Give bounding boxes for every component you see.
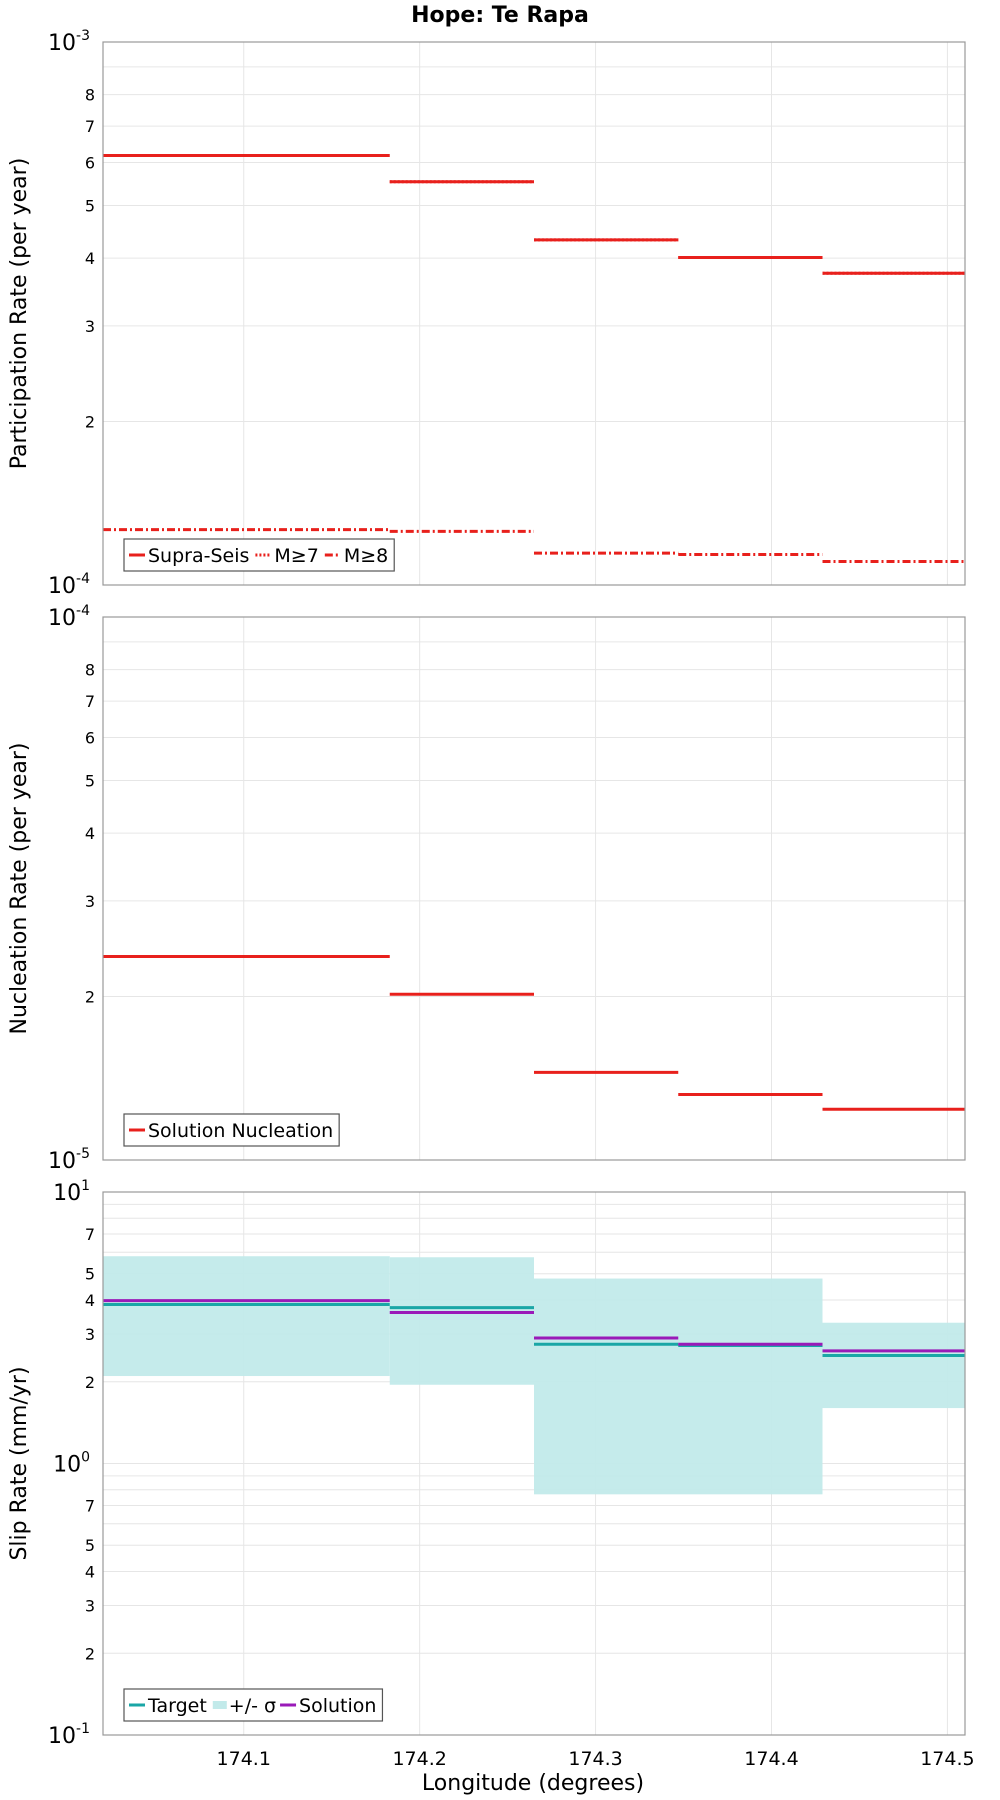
y-tick-label-minor: 5 [85, 196, 95, 215]
series-m-7 [103, 153, 965, 275]
y-axis-label: Participation Rate (per year) [7, 158, 32, 470]
y-tick-label-major: 10-1 [48, 1721, 90, 1749]
plot-frame [102, 1191, 966, 1736]
y-tick-label-minor: 3 [85, 1596, 95, 1615]
plot-area [103, 42, 965, 585]
legend-label: Supra-Seis [148, 545, 249, 567]
legend-label: Target [147, 1695, 207, 1717]
legend-label: M≥8 [344, 545, 388, 567]
y-tick-label-minor: 4 [85, 1291, 95, 1310]
tick-exponent: -4 [76, 603, 90, 619]
y-tick-label-minor: 2 [85, 413, 95, 432]
legend-label: Solution [299, 1695, 376, 1717]
series-m-8 [103, 528, 965, 563]
y-tick-label-major: 10-4 [48, 603, 90, 631]
legend-box [123, 538, 395, 572]
panels: Participation Rate (per year)10-410-3234… [7, 28, 975, 1770]
y-axis-label: Slip Rate (mm/yr) [7, 1366, 32, 1560]
x-tick-label: 174.1 [217, 1748, 271, 1770]
y-tick-label-minor: 2 [85, 988, 95, 1007]
tick-exponent: 0 [81, 1450, 90, 1466]
tick-exponent: -4 [76, 571, 90, 587]
y-tick-label-minor: 6 [85, 728, 95, 747]
x-tick-label: 174.4 [744, 1748, 798, 1770]
panel-3: Slip Rate (mm/yr)10-11001012345723457Tar… [7, 1178, 966, 1749]
legend-swatch-band [212, 1701, 227, 1709]
tick-base: 10 [48, 606, 76, 631]
legend-box [123, 1113, 340, 1147]
tick-base: 10 [53, 1181, 81, 1206]
y-tick-label-minor: 7 [85, 117, 95, 136]
chart-title: Hope: Te Rapa [411, 3, 589, 28]
y-tick-label-minor: 7 [85, 692, 95, 711]
y-tick-label-minor: 6 [85, 153, 95, 172]
legend-box [123, 1688, 384, 1722]
x-tick-label: 174.2 [392, 1748, 446, 1770]
y-tick-label-minor: 4 [85, 824, 95, 843]
y-tick-label-major: 10-4 [48, 571, 90, 599]
tick-exponent: -3 [76, 28, 90, 44]
tick-exponent: 1 [81, 1178, 90, 1194]
series-solution-nucleation [103, 955, 965, 1111]
y-tick-label-minor: 3 [85, 1325, 95, 1344]
y-tick-label-minor: 5 [85, 771, 95, 790]
tick-base: 10 [53, 1453, 81, 1478]
y-tick-label-major: 10-5 [48, 1146, 90, 1174]
legend: Solution Nucleation [123, 1113, 340, 1147]
x-tick-label: 174.5 [920, 1748, 974, 1770]
y-tick-label-major: 100 [53, 1450, 90, 1478]
y-tick-label-minor: 4 [85, 1563, 95, 1582]
tick-exponent: -1 [76, 1721, 90, 1737]
band-segment [822, 1322, 965, 1409]
y-tick-label-minor: 3 [85, 317, 95, 336]
x-axis-label: Longitude (degrees) [422, 1771, 644, 1796]
y-tick-label-minor: 2 [85, 1644, 95, 1663]
legend: Supra-Seis M≥7 M≥8 [123, 538, 395, 572]
y-tick-label-minor: 7 [85, 1497, 95, 1516]
panel-2: Nucleation Rate (per year)10-510-4234567… [7, 603, 966, 1174]
legend-label: M≥7 [274, 545, 318, 567]
plot-frame [102, 41, 966, 586]
band-segment [389, 1257, 534, 1385]
y-axis-label: Nucleation Rate (per year) [7, 743, 32, 1035]
legend-label: +/- σ [229, 1695, 276, 1717]
plot-frame [102, 616, 966, 1161]
band-segment [534, 1278, 823, 1495]
y-tick-label-minor: 7 [85, 1225, 95, 1244]
y-tick-label-minor: 5 [85, 1536, 95, 1555]
y-tick-label-minor: 4 [85, 249, 95, 268]
y-tick-label-major: 101 [53, 1178, 90, 1206]
series-solution [103, 1299, 965, 1353]
legend-label: Solution Nucleation [148, 1120, 333, 1142]
tick-base: 10 [48, 1724, 76, 1749]
tick-base: 10 [48, 31, 76, 56]
band-segment [103, 1256, 390, 1377]
y-tick-label-minor: 2 [85, 1373, 95, 1392]
y-tick-label-major: 10-3 [48, 28, 90, 56]
tick-exponent: -5 [76, 1146, 90, 1162]
y-tick-label-minor: 5 [85, 1265, 95, 1284]
y-tick-label-minor: 3 [85, 892, 95, 911]
plot-area [103, 617, 965, 1160]
tick-base: 10 [48, 1149, 76, 1174]
panel-1: Participation Rate (per year)10-410-3234… [7, 28, 966, 599]
y-tick-label-minor: 8 [85, 661, 95, 680]
tick-base: 10 [48, 574, 76, 599]
legend: Target +/- σ Solution [123, 1688, 384, 1722]
x-tick-label: 174.3 [568, 1748, 622, 1770]
y-tick-label-minor: 8 [85, 86, 95, 105]
